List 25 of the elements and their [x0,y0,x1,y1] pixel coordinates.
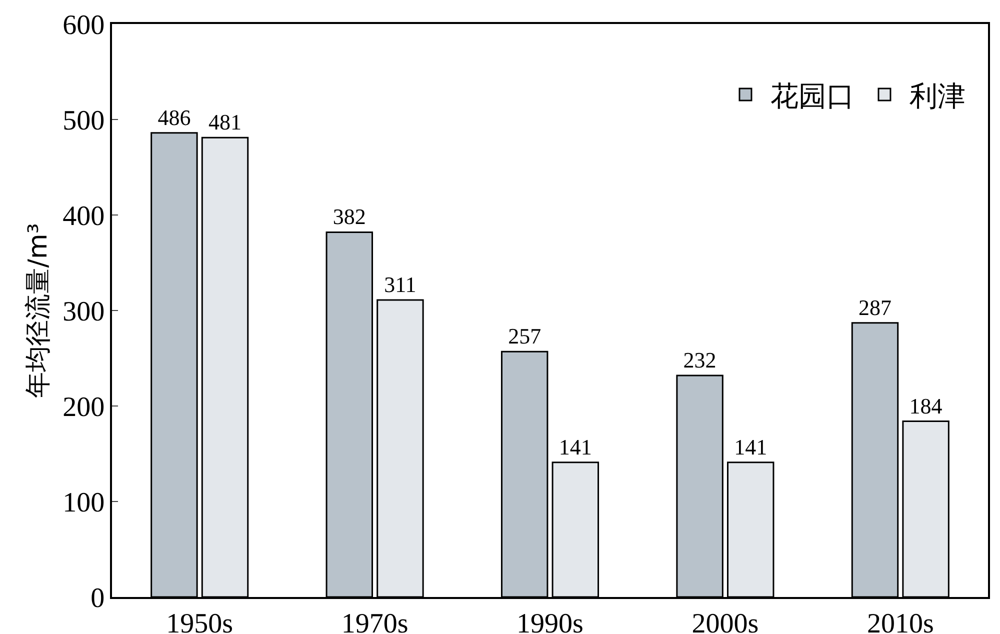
y-tick-label: 400 [62,200,105,232]
y-tick-label: 500 [62,105,105,136]
x-tick-label: 2000s [692,608,759,634]
x-tick-label: 1970s [341,608,408,634]
data-label: 141 [558,434,592,460]
data-label: 184 [909,393,942,418]
data-label: 287 [858,294,892,320]
data-label: 486 [158,104,191,130]
data-label: 141 [734,434,768,460]
legend-label: 花园口 [770,81,854,112]
y-tick-label: 0 [90,582,105,614]
y-axis-title: 年均径流量/m³ [24,223,54,398]
x-tick-label: 1950s [166,608,234,634]
y-tick-label: 200 [62,392,105,423]
legend-label: 利津 [909,81,966,112]
data-label: 311 [384,272,416,297]
data-label: 481 [208,110,242,135]
data-label: 382 [332,204,366,230]
y-tick-label: 300 [62,296,105,328]
data-label: 232 [683,347,716,372]
y-tick-label: 600 [62,10,105,41]
x-tick-label: 2010s [866,608,934,634]
y-tick-label: 100 [62,487,105,518]
x-tick-label: 1990s [516,608,584,634]
data-label: 257 [508,324,542,349]
